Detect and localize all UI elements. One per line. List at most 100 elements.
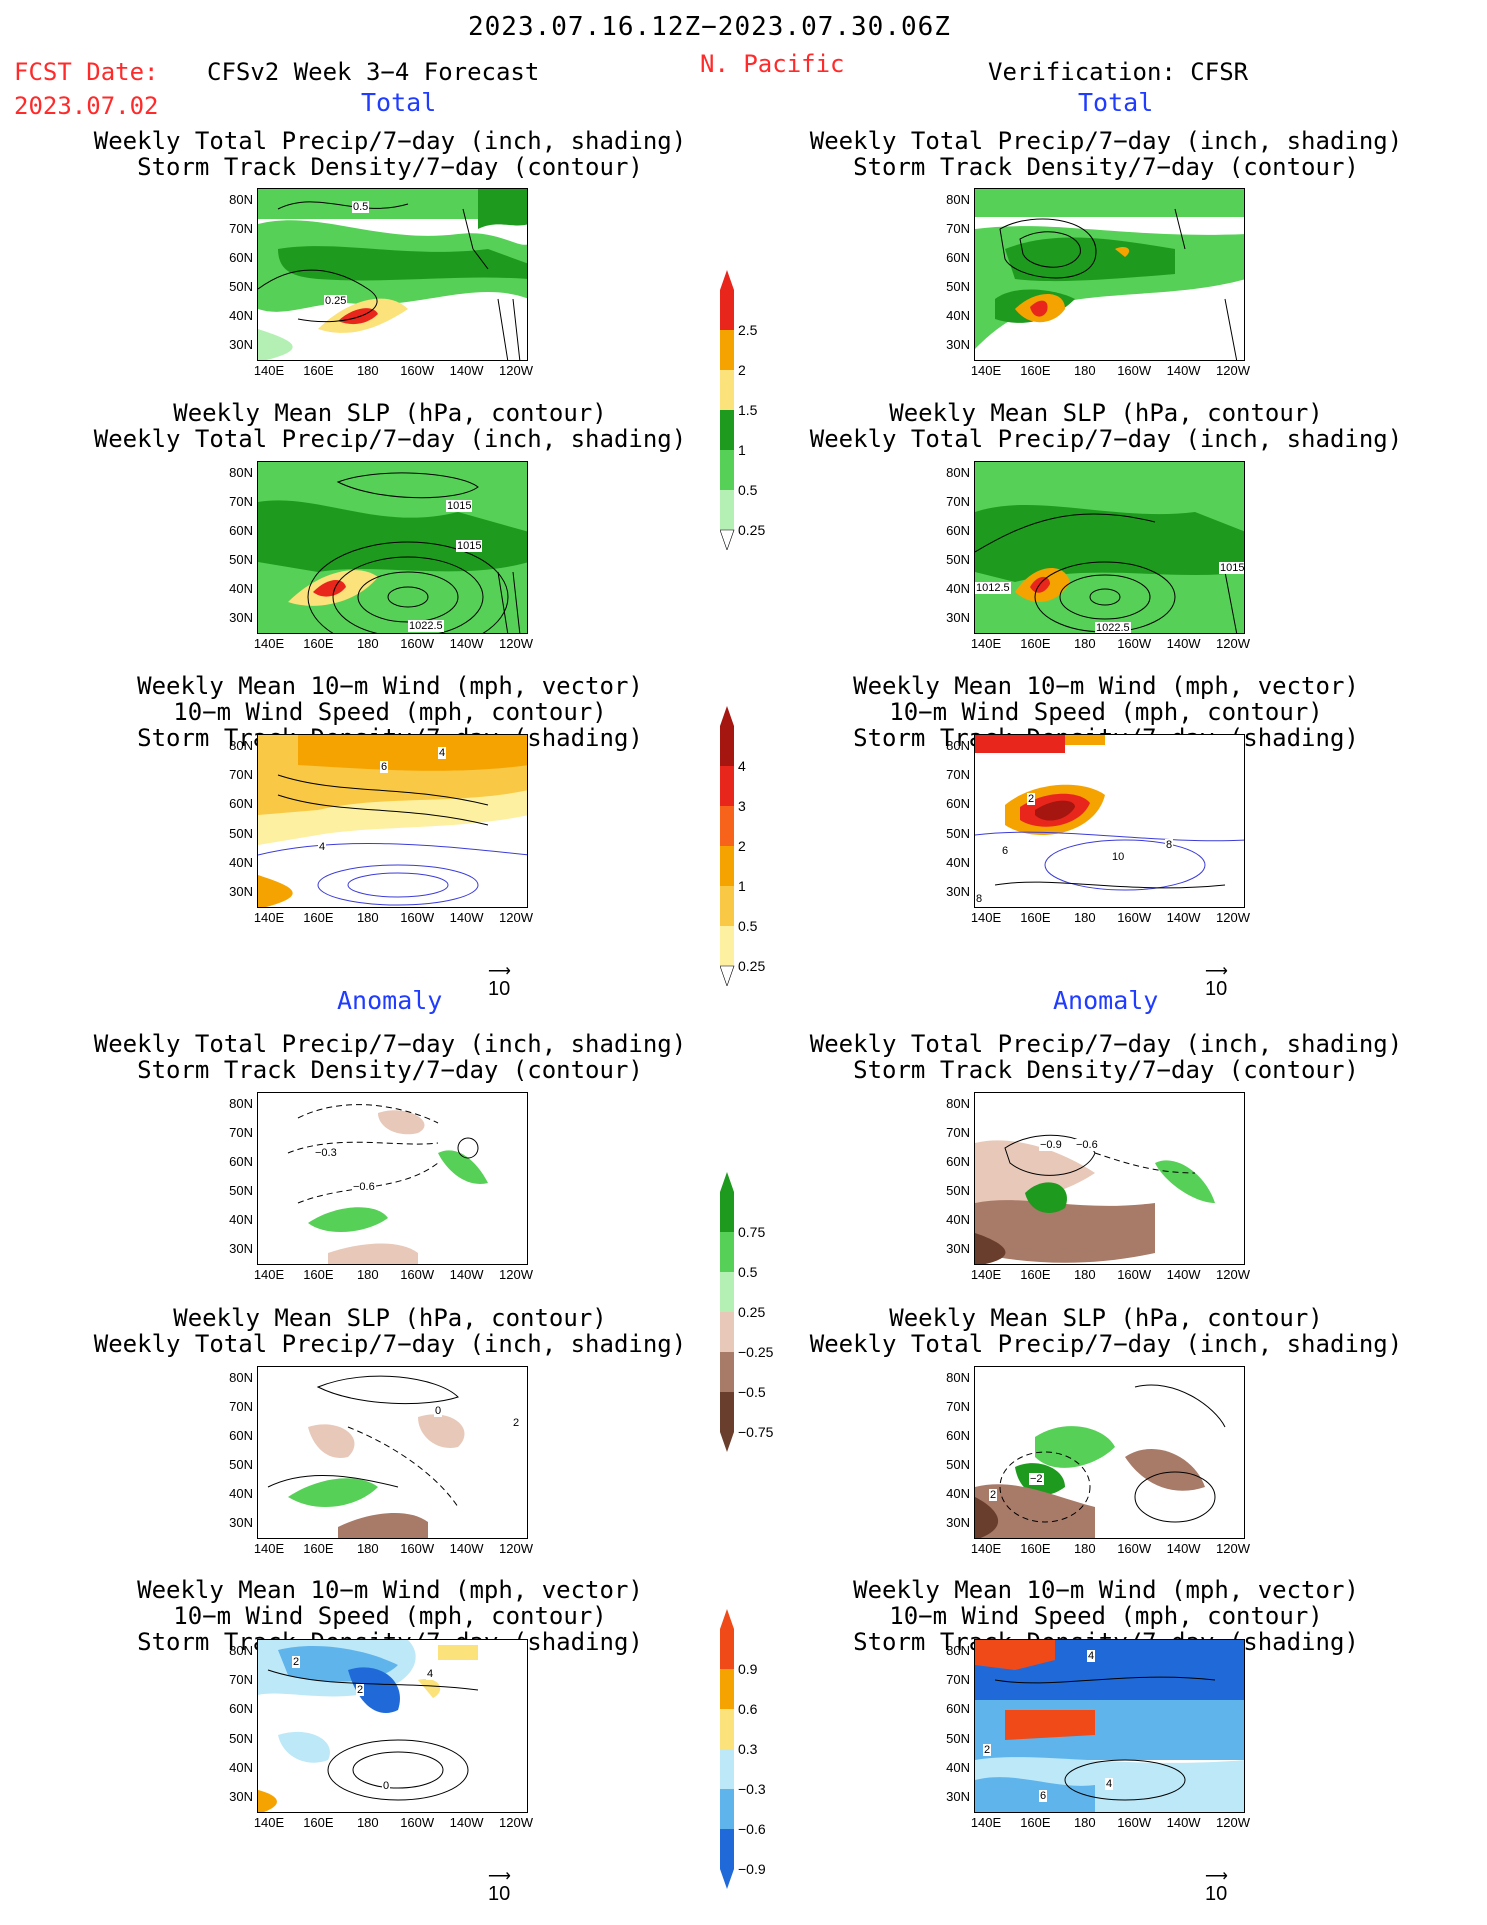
map-vf-total-slp: 1012.5 1015 1022.5 xyxy=(974,461,1245,634)
lat-tick-label: 60N xyxy=(946,1154,970,1169)
colorbar-swatch xyxy=(720,1709,734,1749)
colorbar-swatch xyxy=(720,806,734,846)
title-line: 10−m Wind Speed (mph, contour) xyxy=(173,698,607,726)
lat-tick-label: 40N xyxy=(946,581,970,596)
lat-tick-label: 50N xyxy=(946,279,970,294)
lat-tick-label: 50N xyxy=(946,1457,970,1472)
lon-tick-label: 140E xyxy=(253,1267,285,1282)
lon-tick-label: 140E xyxy=(970,636,1002,651)
contour-label: 1012.5 xyxy=(975,582,1011,594)
contour-label: 8 xyxy=(975,893,984,905)
lon-tick-label: 180 xyxy=(1073,1815,1096,1830)
map-graphic xyxy=(975,1134,1215,1264)
fcst-date-label: FCST Date: xyxy=(14,58,159,86)
arrow-right-icon: ⟶ xyxy=(488,1868,511,1885)
contour-label: 1022.5 xyxy=(1095,622,1131,634)
colorbar-graphic xyxy=(720,1609,734,1889)
colorbar-bottom-triangle xyxy=(720,965,735,986)
section-total-left: Total xyxy=(361,88,437,117)
lon-tick-label: 160W xyxy=(400,1267,435,1282)
section-anomaly-right: Anomaly xyxy=(1053,986,1159,1015)
colorbar-label: 0.3 xyxy=(738,1741,758,1757)
title-line: Weekly Total Precip/7−day (inch, shading… xyxy=(93,1030,687,1058)
lat-tick-label: 40N xyxy=(946,308,970,323)
lat-tick-label: 80N xyxy=(946,738,970,753)
vector-ref-value: 10 xyxy=(1205,978,1228,1000)
contour-label: 2 xyxy=(1027,793,1036,805)
lon-tick-label: 180 xyxy=(1073,1541,1096,1556)
colorbar-bottom-triangle xyxy=(720,529,735,550)
colorbar-swatch xyxy=(720,726,734,766)
colorbar-top-triangle xyxy=(720,270,734,290)
contour-label: 2 xyxy=(292,1656,301,1668)
lon-tick-label: 160E xyxy=(303,1541,334,1556)
vector-ref-fc-anom: ⟶ 10 xyxy=(488,1868,511,1906)
date-range-title: 2023.07.16.12Z−2023.07.30.06Z xyxy=(468,12,951,42)
contour-label: 6 xyxy=(380,761,389,773)
lat-tick-label: 70N xyxy=(229,494,253,509)
title-line: Weekly Mean 10−m Wind (mph, vector) xyxy=(853,672,1359,700)
contour-label: 2 xyxy=(989,1489,998,1501)
vector-ref-vf-total: ⟶ 10 xyxy=(1205,964,1228,1001)
lon-tick-label: 160E xyxy=(1020,1541,1051,1556)
colorbar-swatch xyxy=(720,410,734,450)
lon-tick-label: 180 xyxy=(1073,1267,1096,1282)
lon-tick-label: 160E xyxy=(1020,363,1051,378)
panel-title-fc-anom-wind: Weekly Mean 10−m Wind (mph, vector) 10−m… xyxy=(80,1577,700,1655)
lat-tick-label: 60N xyxy=(229,1428,253,1443)
colorbar-label: 1 xyxy=(738,442,746,458)
lon-tick-label: 180 xyxy=(1073,363,1096,378)
colorbar-swatch xyxy=(720,1312,734,1352)
colorbar-label: −0.5 xyxy=(738,1384,766,1400)
lon-tick-label: 120W xyxy=(499,1541,533,1556)
colorbar-label: −0.25 xyxy=(738,1344,774,1360)
fcst-date-value: 2023.07.02 xyxy=(14,92,159,120)
colorbar-label: 1.5 xyxy=(738,402,758,418)
contour-label: 4 xyxy=(1105,1778,1114,1790)
lat-tick-label: 30N xyxy=(229,337,253,352)
lat-tick-label: 80N xyxy=(946,1370,970,1385)
colorbar-swatch xyxy=(720,370,734,410)
map-vf-anom-precip: −0.9 −0.6 xyxy=(974,1092,1245,1265)
lon-tick-label: 120W xyxy=(1216,636,1250,651)
arrow-right-icon: ⟶ xyxy=(1205,1868,1228,1885)
lon-tick-label: 140W xyxy=(1166,1815,1201,1830)
panel-title-fc-total-precip: Weekly Total Precip/7−day (inch, shading… xyxy=(80,128,700,180)
lat-tick-label: 60N xyxy=(946,1701,970,1717)
lon-tick-label: 160E xyxy=(1020,910,1051,925)
lat-tick-label: 30N xyxy=(946,1515,970,1530)
lat-tick-label: 50N xyxy=(946,825,970,841)
title-line: 10−m Wind Speed (mph, contour) xyxy=(173,1602,607,1630)
lat-tick-label: 50N xyxy=(229,1730,253,1746)
contour-label: 0.25 xyxy=(324,295,348,307)
lon-tick-label: 160E xyxy=(303,1815,334,1830)
colorbar-top-triangle xyxy=(720,1172,734,1192)
title-line: Weekly Mean SLP (hPa, contour) xyxy=(173,1304,607,1332)
map-vf-total-wind: 2 6 10 8 8 xyxy=(974,734,1245,908)
vector-ref-value: 10 xyxy=(488,978,511,1000)
colorbar-label: 2 xyxy=(738,362,746,378)
lon-tick-label: 160W xyxy=(1117,363,1152,378)
lat-tick-label: 30N xyxy=(946,1241,970,1256)
lat-tick-label: 80N xyxy=(946,192,970,207)
map-graphic xyxy=(258,189,527,360)
colorbar-top-triangle xyxy=(720,1609,734,1629)
panel-title-fc-anom-slp: Weekly Mean SLP (hPa, contour) Weekly To… xyxy=(80,1305,700,1357)
map-fc-total-wind: 6 4 4 xyxy=(257,734,528,908)
title-line: Weekly Total Precip/7−day (inch, shading… xyxy=(809,1330,1403,1358)
colorbar-top-triangle xyxy=(720,706,734,726)
lon-tick-label: 140E xyxy=(253,1815,285,1830)
lat-tick-label: 70N xyxy=(229,1399,253,1414)
map-vf-anom-wind: 4 2 4 6 xyxy=(974,1639,1245,1813)
title-line: Weekly Mean SLP (hPa, contour) xyxy=(889,399,1323,427)
title-line: Storm Track Density/7−day (contour) xyxy=(137,1056,643,1084)
section-total-right: Total xyxy=(1078,88,1154,117)
contour-label: 6 xyxy=(1039,1790,1048,1802)
panel-title-vf-anom-precip: Weekly Total Precip/7−day (inch, shading… xyxy=(796,1031,1416,1083)
colorbar-label: 0.75 xyxy=(738,1224,766,1240)
lat-tick-label: 60N xyxy=(946,523,970,538)
contour-label: 4 xyxy=(426,1668,435,1680)
lon-tick-label: 160W xyxy=(1117,1815,1152,1830)
colorbar-label: 0.9 xyxy=(738,1661,758,1677)
lon-tick-label: 160E xyxy=(1020,636,1051,651)
